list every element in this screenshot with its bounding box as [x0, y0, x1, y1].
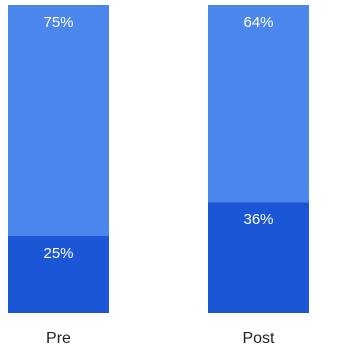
bar-segment-pre-0: [8, 236, 109, 313]
data-label-post-1: 64%: [243, 14, 273, 31]
category-label-post: Post: [242, 330, 275, 347]
bar-segment-post-1: [208, 5, 309, 203]
category-label-pre: Pre: [46, 330, 71, 347]
data-label-pre-0: 25%: [43, 245, 73, 262]
data-label-pre-1: 75%: [43, 14, 73, 31]
bar-segment-post-0: [208, 202, 309, 313]
bar-segment-pre-1: [8, 5, 109, 236]
data-label-post-0: 36%: [243, 211, 273, 228]
